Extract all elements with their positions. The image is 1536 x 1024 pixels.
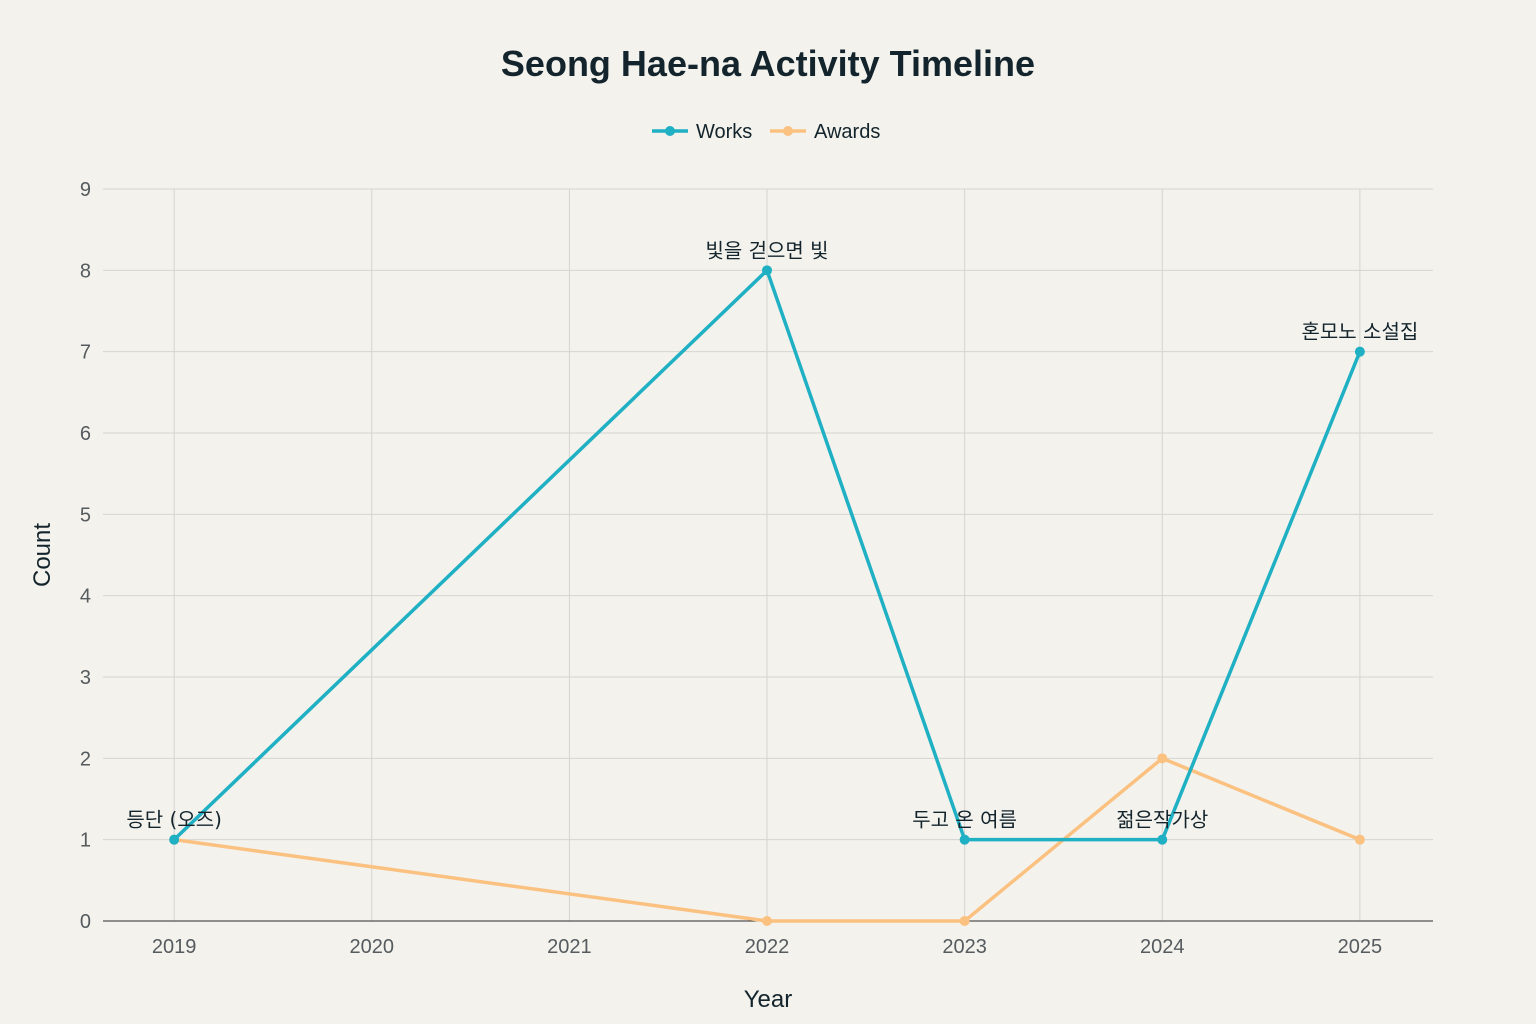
data-point-works[interactable]: [1157, 834, 1168, 845]
y-axis-ticks: 0 1 2 3 4 5 6 7 8 9: [80, 179, 91, 933]
y-tick-label: 5: [80, 504, 91, 526]
y-tick-label: 1: [80, 830, 91, 852]
legend-label: Awards: [814, 121, 880, 143]
x-tick-label: 2023: [942, 936, 987, 958]
x-tick-label: 2020: [350, 936, 395, 958]
data-point-works[interactable]: [762, 265, 773, 276]
annotation-label: 등단 (오즈): [126, 808, 222, 832]
y-tick-label: 2: [80, 748, 91, 770]
y-tick-label: 8: [80, 260, 91, 282]
annotation-label: 젊은작가상: [1116, 808, 1208, 832]
series-layer: [169, 265, 1365, 926]
y-tick-label: 4: [80, 586, 91, 608]
legend-swatch-marker: [783, 126, 793, 136]
data-point-awards[interactable]: [1157, 753, 1168, 764]
y-tick-label: 3: [80, 667, 91, 689]
data-point-awards[interactable]: [1354, 834, 1365, 845]
annotation-label: 두고 온 여름: [912, 808, 1017, 832]
annotation-label: 빛을 걷으면 빛: [705, 238, 828, 262]
legend: Works Awards: [652, 121, 880, 143]
series-works: [169, 265, 1365, 845]
x-axis-title: Year: [744, 986, 793, 1013]
chart-title: Seong Hae-na Activity Timeline: [501, 43, 1035, 84]
data-point-awards[interactable]: [959, 916, 970, 926]
x-tick-label: 2025: [1338, 936, 1383, 958]
x-tick-label: 2021: [547, 936, 592, 958]
y-tick-label: 6: [80, 423, 91, 445]
y-tick-label: 9: [80, 179, 91, 201]
legend-label: Works: [696, 121, 752, 143]
annotation-layer: 등단 (오즈) 빛을 걷으면 빛두고 온 여름 젊은작가상 혼모노 소설집: [126, 238, 1418, 831]
grid: [103, 188, 1433, 921]
x-tick-label: 2019: [152, 936, 197, 958]
data-point-works[interactable]: [1354, 346, 1365, 357]
data-point-awards[interactable]: [762, 916, 773, 926]
data-point-works[interactable]: [169, 834, 180, 845]
x-axis-ticks: 2019 2020 2021 2022 2023 2024 2025: [152, 936, 1382, 958]
legend-item-works[interactable]: Works: [652, 121, 752, 143]
x-tick-label: 2022: [745, 936, 790, 958]
y-tick-label: 0: [80, 911, 91, 933]
annotation-label: 혼모노 소설집: [1301, 320, 1418, 344]
data-point-works[interactable]: [959, 834, 970, 845]
legend-item-awards[interactable]: Awards: [770, 121, 880, 143]
legend-swatch-marker: [665, 126, 675, 136]
y-axis-title: Count: [29, 523, 56, 587]
y-tick-label: 7: [80, 342, 91, 364]
x-tick-label: 2024: [1140, 936, 1185, 958]
